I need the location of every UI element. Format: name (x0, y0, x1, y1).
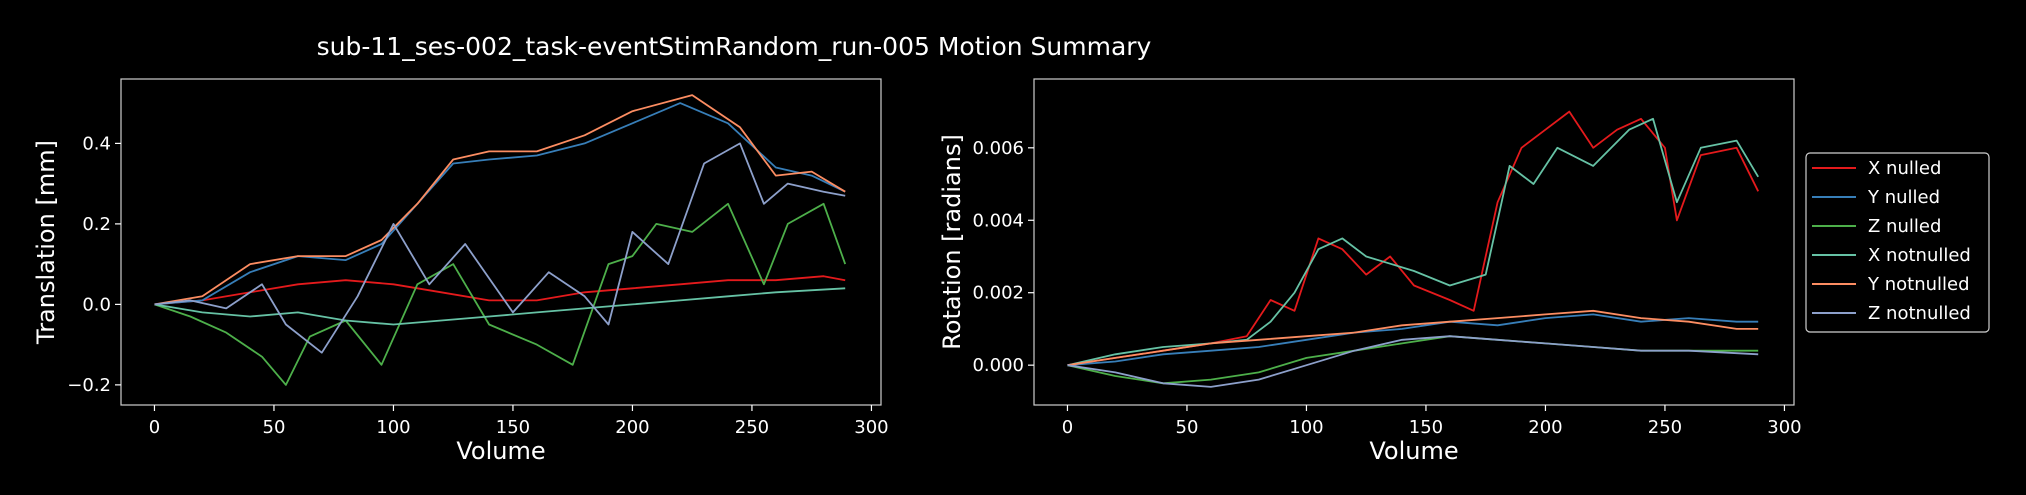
x-axis-label: Volume (1369, 437, 1458, 465)
series-line (154, 202, 847, 386)
legend-label: X notnulled (1868, 245, 1971, 266)
y-tick-label: −0.2 (67, 375, 111, 396)
legend-label: X nulled (1868, 158, 1941, 179)
y-tick-label: 0.004 (972, 210, 1024, 231)
translation-plot: 0 50 100 150 200 250 300 −0.2 0.0 0.2 0.4 Volume Tra… (32, 78, 889, 465)
plot-frame (1033, 78, 1795, 406)
legend-label: Y nulled (1867, 187, 1940, 208)
rotation-plot: 0 50 100 150 200 250 300 0.000 0.002 0.004 0.006 Vo… (938, 78, 1802, 465)
x-tick-label: 0 (1062, 417, 1073, 438)
series-line (154, 275, 846, 306)
series-line (154, 287, 846, 326)
y-tick-label: 0.2 (82, 214, 111, 235)
x-tick-label: 200 (1528, 417, 1562, 438)
x-tick-label: 100 (1289, 417, 1323, 438)
series-line (1067, 309, 1759, 367)
legend-label: Y notnulled (1867, 274, 1970, 295)
y-tick-label: 0.002 (972, 283, 1024, 304)
legend-label: Z nulled (1868, 216, 1941, 237)
x-tick-label: 250 (1648, 417, 1682, 438)
figure-title: sub-11_ses-002_task-eventStimRandom_run-… (317, 32, 1152, 61)
y-tick-label: 0.006 (972, 138, 1024, 159)
y-tick-label: 0.000 (972, 355, 1024, 376)
x-tick-label: 100 (376, 417, 410, 438)
series-line (1067, 335, 1759, 388)
x-tick-label: 300 (854, 417, 888, 438)
series-line (154, 102, 846, 306)
x-tick-label: 300 (1767, 417, 1801, 438)
y-tick-label: 0.4 (82, 133, 111, 154)
x-tick-label: 150 (1409, 417, 1443, 438)
series-line (1067, 110, 1760, 367)
x-tick-label: 150 (496, 417, 530, 438)
x-tick-label: 50 (263, 417, 286, 438)
x-tick-label: 200 (615, 417, 649, 438)
series-line (154, 94, 846, 306)
series-line (154, 142, 846, 354)
x-tick-label: 0 (149, 417, 160, 438)
x-axis-label: Volume (456, 437, 545, 465)
y-tick-label: 0.0 (82, 294, 111, 315)
legend: X nulled Y nulled Z nulled X notnulled Y not… (1805, 152, 1990, 333)
y-axis-label: Rotation [radians] (938, 134, 966, 350)
legend-label: Z notnulled (1868, 303, 1971, 324)
y-axis-label: Translation [mm] (32, 140, 60, 345)
plot-frame (120, 78, 882, 406)
x-tick-label: 250 (735, 417, 769, 438)
x-tick-label: 50 (1176, 417, 1199, 438)
